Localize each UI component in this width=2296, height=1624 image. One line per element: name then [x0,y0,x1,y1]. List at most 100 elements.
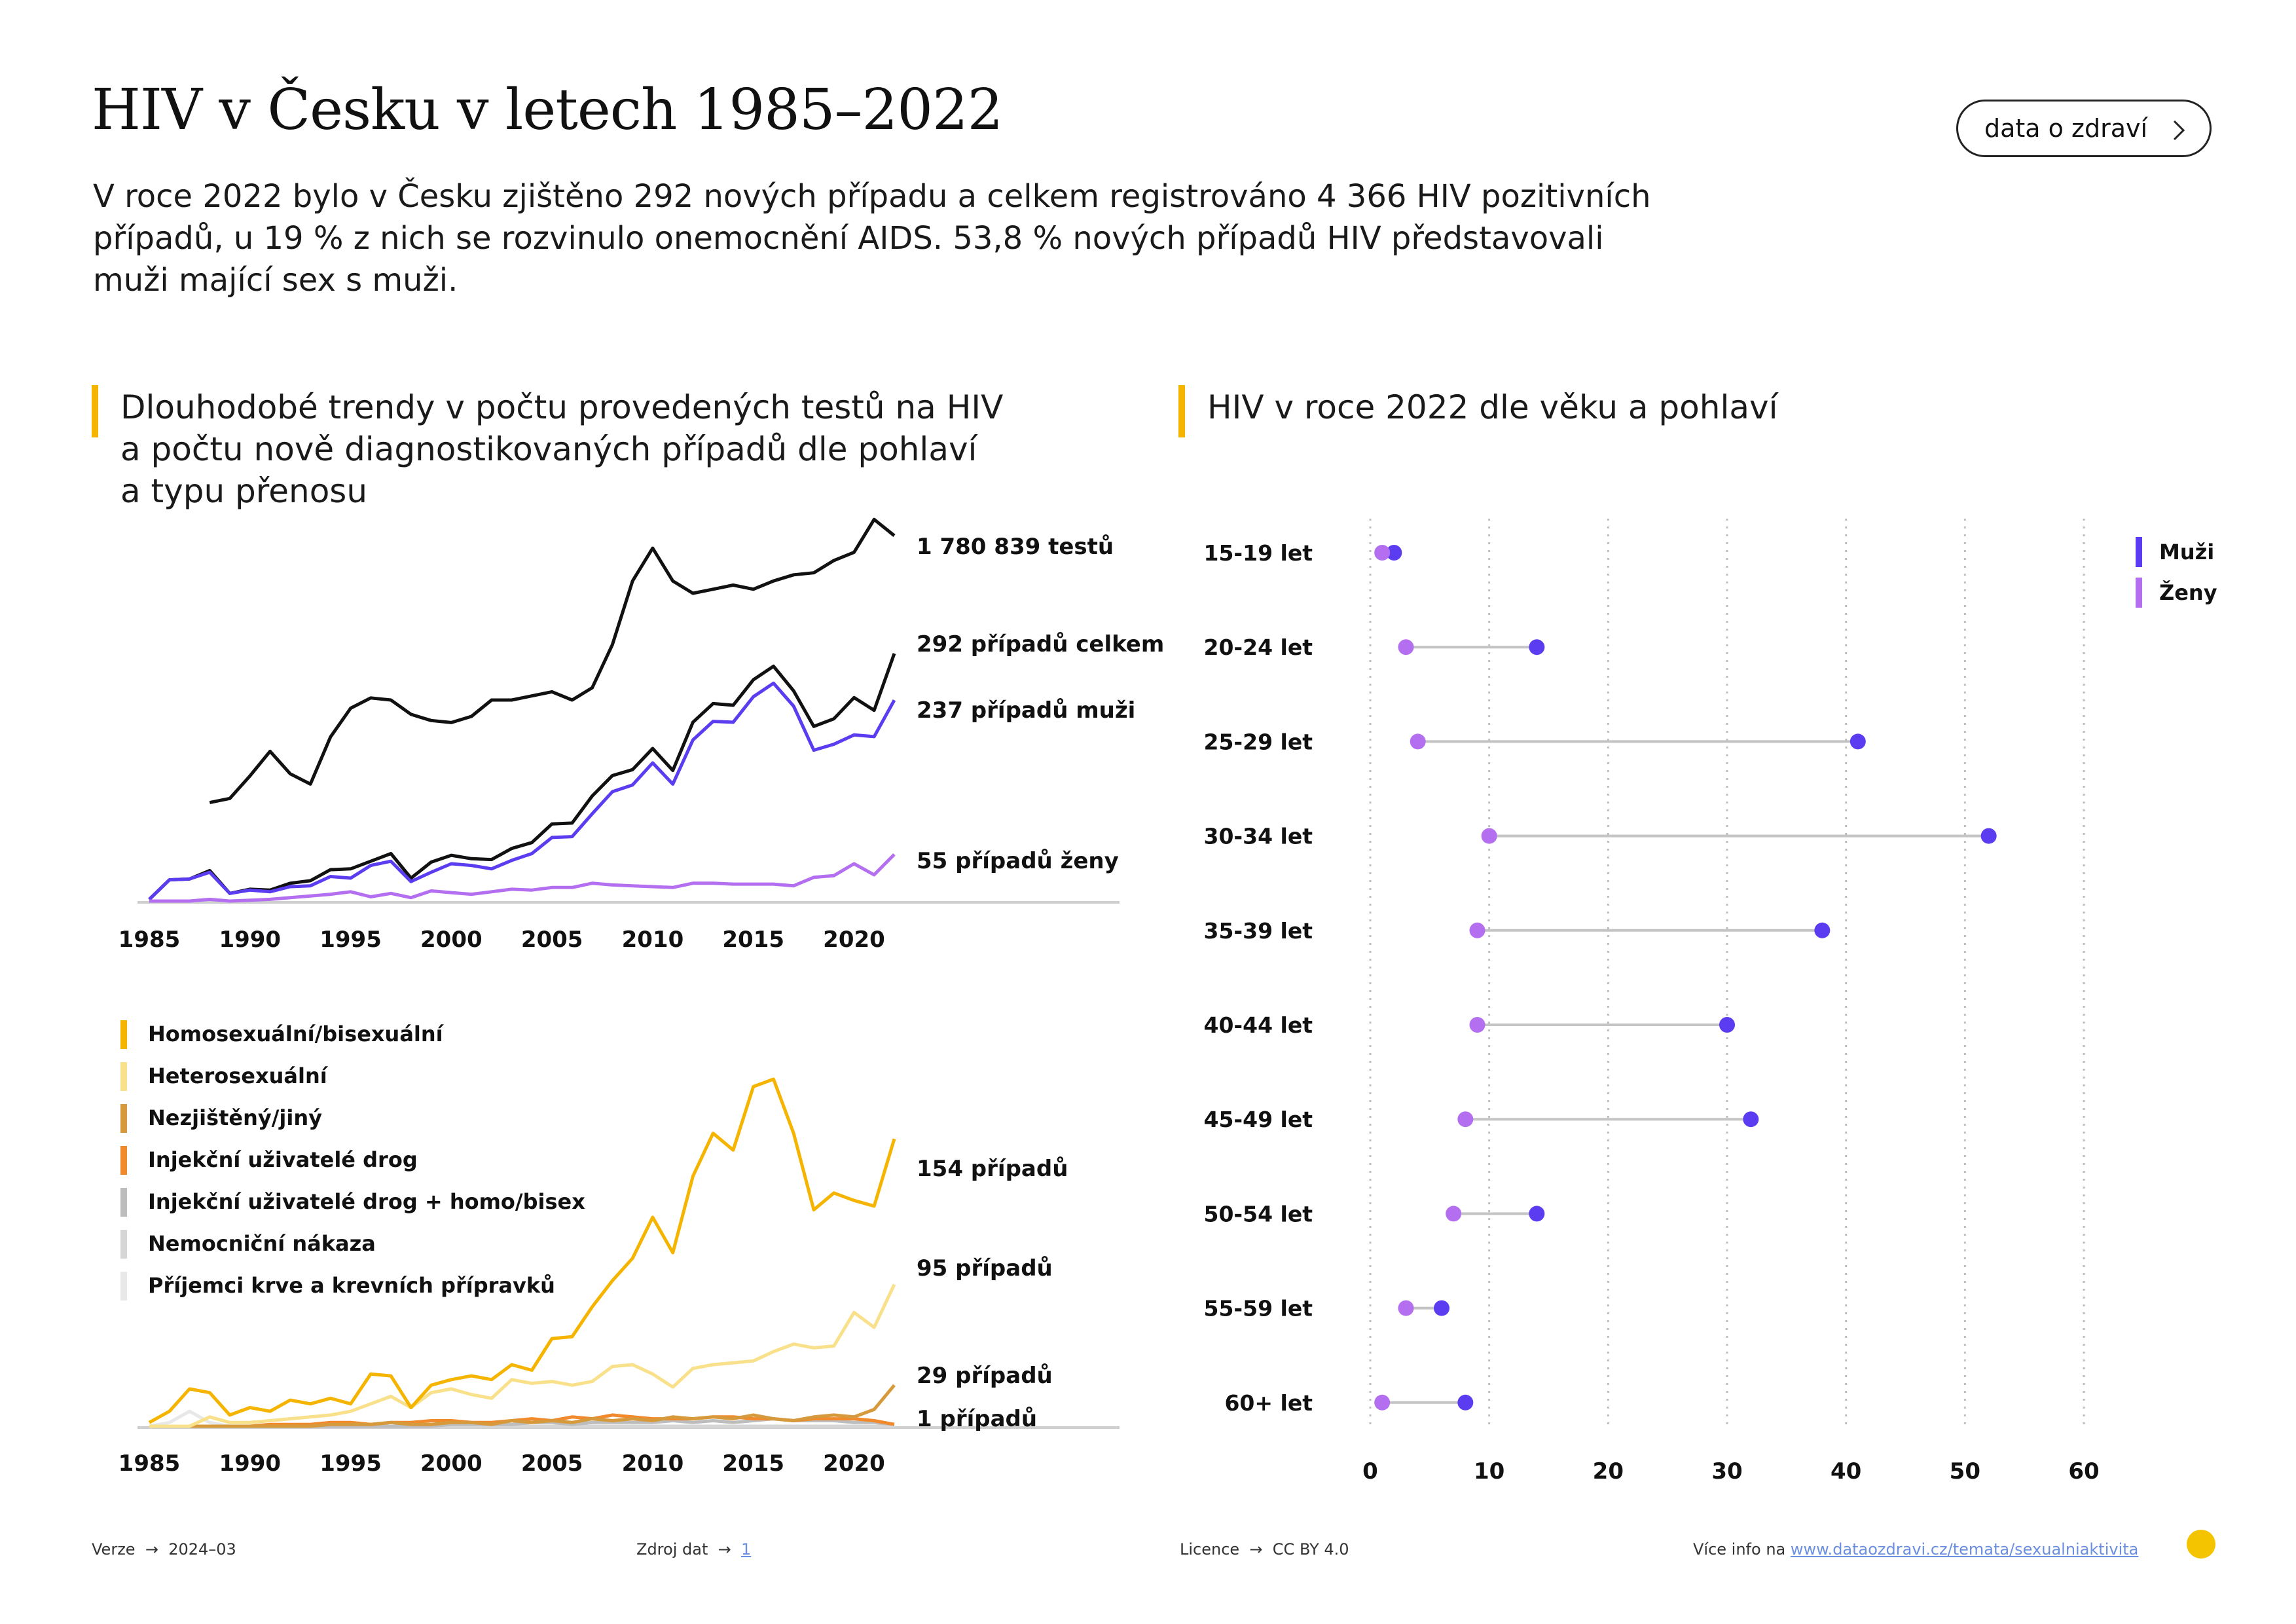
chart1-xtick-label: 2000 [420,927,483,953]
chart1-xtick-label: 2020 [823,927,885,953]
logo-icon [2187,1530,2215,1559]
more-info-link[interactable]: www.dataozdravi.cz/temata/sexualniaktivi… [1790,1540,2139,1559]
footer-more-info: Více info na www.dataozdravi.cz/temata/s… [1693,1540,2139,1559]
chart3-point-men [1529,639,1545,655]
chart3-category-label: 15-19 let [1204,540,1313,566]
chart1-end-label-tests: 1 780 839 testů [917,534,1114,560]
chart3-point-men [1457,1394,1474,1411]
chart3-point-women [1374,1394,1391,1411]
chart2-end-label-unknown: 29 případů [917,1363,1053,1389]
chart2-xtick-label: 2010 [622,1450,684,1477]
chart2-end-label-hetero: 95 případů [917,1255,1053,1282]
chart3-point-men [1434,1300,1449,1316]
chart3-point-women [1457,1111,1474,1128]
chart3-point-women [1446,1206,1462,1222]
chart3-category-label: 40-44 let [1204,1012,1313,1038]
chart2-end-label-idu: 1 případů [917,1406,1037,1432]
chart3-category-label: 30-34 let [1204,824,1313,849]
chart2-xtick-label: 1995 [319,1450,382,1477]
chart3-point-women [1398,1300,1414,1316]
chart2-end-label-homo: 154 případů [917,1156,1068,1182]
source-link[interactable]: 1 [740,1540,752,1559]
chart3-category-label: 60+ let [1224,1390,1313,1416]
chart1-series-men-line [148,681,896,901]
chart3-category-label: 55-59 let [1204,1296,1313,1321]
chart2-xtick-label: 1990 [219,1450,281,1477]
chart2-xtick-label: 2000 [420,1450,483,1477]
page-subtitle: V roce 2022 bylo v Česku zjištěno 292 no… [93,178,1651,299]
chart3-xtick-label: 10 [1474,1458,1504,1485]
chart2-legend-label-idu_homo: Injekční uživatelé drog + homo/bisex [148,1189,585,1214]
chart1-series-tests-line [209,517,896,805]
chart3-point-women [1398,639,1414,655]
chart3-xtick-label: 30 [1711,1458,1742,1485]
page-title: HIV v Česku v letech 1985–2022 [92,77,1003,143]
chart1-series-total-line [148,653,896,901]
chart3-point-men [1850,733,1866,750]
chart2-legend-swatch-blood [120,1272,127,1301]
chart2-xtick-label: 2015 [722,1450,784,1477]
footer-license: Licence → CC BY 4.0 [1180,1540,1349,1559]
chart3-category-label: 35-39 let [1204,918,1313,944]
chart3-point-men [1743,1111,1759,1128]
chart2-legend-label-idu: Injekční uživatelé drog [148,1147,418,1172]
chart2-legend-swatch-homo [120,1020,127,1049]
chart1-series-women-line [149,853,896,903]
chart2-legend-swatch-idu_homo [120,1188,127,1217]
chart3-legend-label-women: Ženy [2159,580,2217,605]
chart3-category-label: 50-54 let [1204,1201,1313,1227]
chart3-xtick-label: 0 [1362,1458,1378,1485]
data-o-zdravi-button[interactable]: data o zdraví [1956,100,2212,157]
chart2-legend-label-hetero: Heterosexuální [148,1063,329,1088]
chart2-series-hetero-line [149,1283,896,1428]
chart2-legend-swatch-unknown [120,1104,127,1133]
chart1-xtick-label: 1995 [319,927,382,953]
chart3-xtick-label: 40 [1831,1458,1861,1485]
chart3-xtick-label: 20 [1593,1458,1624,1485]
right-section-accent [1178,385,1185,437]
footer-version: Verze → 2024–03 [92,1540,236,1559]
chart3-point-men [1719,1017,1735,1033]
chart3-legend-label-men: Muži [2159,540,2214,564]
left-section-title: Dlouhodobé trendy v počtu provedených te… [120,388,1004,510]
chart2-legend-label-unknown: Nezjištěný/jiný [148,1105,322,1130]
chart3-point-women [1410,733,1426,750]
chart2-series-unknown-line [149,1384,896,1428]
chart2-legend-swatch-nosocomial [120,1230,127,1259]
chart2-series-homo-line [148,1077,896,1424]
chart3-legend-swatch-men [2136,537,2142,567]
chart3-point-men [1529,1206,1545,1222]
right-section-title: HIV v roce 2022 dle věku a pohlaví [1207,388,1778,426]
chart3-point-women [1469,922,1485,938]
footer-source: Zdroj dat → 1 [636,1540,752,1559]
chart3-category-label: 20-24 let [1204,635,1313,660]
chart2-legend-swatch-hetero [120,1062,127,1091]
chart3-point-men [1814,922,1831,938]
chart3-category-label: 45-49 let [1204,1107,1313,1132]
chart3-xtick-label: 50 [1950,1458,1980,1485]
chart2-legend-label-nosocomial: Nemocniční nákaza [148,1231,376,1256]
cta-label: data o zdraví [1984,114,2148,143]
chart3-point-women [1374,545,1391,561]
chart2-xtick-label: 2020 [823,1450,885,1477]
chart1-xtick-label: 1985 [118,927,181,953]
chart2-legend-swatch-idu [120,1146,127,1175]
chart2-legend-label-homo: Homosexuální/bisexuální [148,1022,445,1046]
chart1-end-label-women: 55 případů ženy [917,848,1119,874]
chart2-legend-label-blood: Příjemci krve a krevních přípravků [148,1273,555,1298]
chart3-point-women [1481,828,1497,844]
chart1-xtick-label: 2005 [521,927,583,953]
chart3-legend-swatch-women [2136,578,2142,608]
chevron-right-icon [2173,120,2185,141]
chart2-xtick-label: 1985 [118,1450,181,1477]
chart3-point-men [1386,545,1402,561]
chart1-end-label-men: 237 případů muži [917,697,1135,724]
chart3-xtick-label: 60 [2068,1458,2099,1485]
chart3-point-men [1980,828,1997,844]
chart3-category-label: 25-29 let [1204,729,1313,754]
left-section-accent [92,385,98,437]
chart1-xtick-label: 2010 [622,927,684,953]
chart1-xtick-label: 1990 [219,927,281,953]
chart2-xtick-label: 2005 [521,1450,583,1477]
